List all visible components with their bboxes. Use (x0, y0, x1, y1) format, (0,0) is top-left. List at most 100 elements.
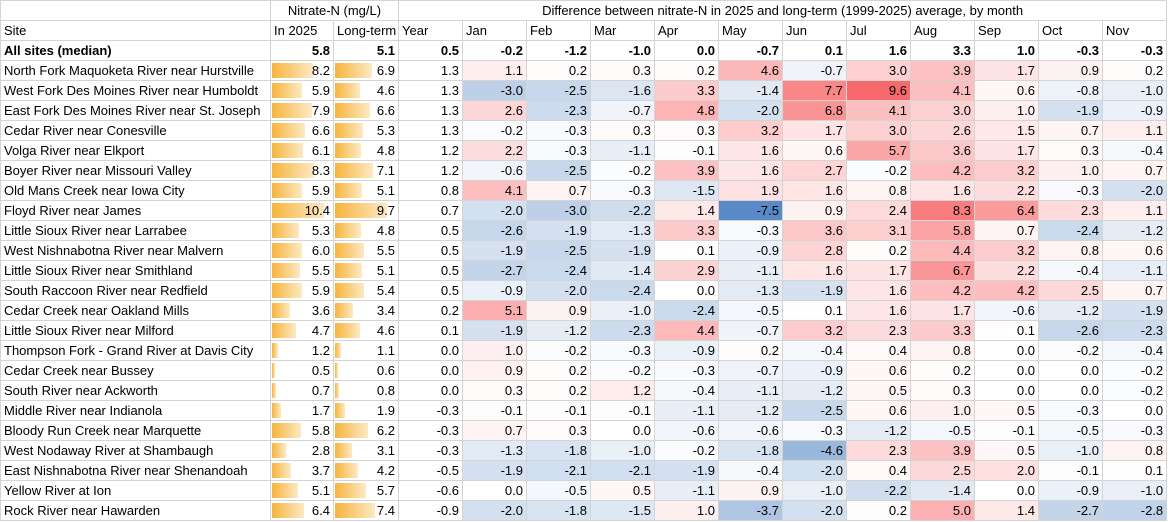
value-cell: 3.6 (782, 220, 847, 241)
cell-text: 2.7 (824, 163, 843, 178)
cell-text: -0.9 (820, 363, 843, 378)
data-bar (335, 483, 366, 498)
cell-text: 0.2 (568, 383, 587, 398)
cell-text: -1.3 (756, 283, 779, 298)
value-cell: -0.3 (654, 360, 719, 381)
value-cell: 0.2 (526, 60, 591, 81)
value-cell: -1.1 (718, 380, 783, 401)
cell-text: 7.1 (376, 163, 395, 178)
column-header: Jan (462, 20, 527, 41)
value-cell: 3.0 (910, 100, 975, 121)
value-cell: 0.0 (590, 420, 655, 441)
cell-text: 0.5 (1016, 403, 1035, 418)
cell-text: All sites (median) (4, 43, 112, 58)
cell-text: -0.6 (1012, 303, 1035, 318)
value-cell: 1.0 (1038, 160, 1103, 181)
cell-text: -0.3 (564, 123, 587, 138)
cell-text: South River near Ackworth (4, 383, 158, 398)
cell-text: East Nishnabotna River near Shenandoah (4, 463, 248, 478)
cell-text: 0.0 (696, 283, 715, 298)
value-cell: -0.5 (526, 480, 591, 501)
cell-text: -0.3 (1140, 423, 1164, 438)
value-cell: -2.5 (526, 240, 591, 261)
cell-text: 0.7 (504, 423, 523, 438)
value-cell: 3.3 (910, 40, 975, 61)
cell-text: -0.6 (500, 163, 523, 178)
cell-text: -2.0 (500, 503, 523, 518)
data-bar (272, 483, 298, 498)
cell-text: 0.3 (504, 383, 523, 398)
cell-text: 1.1 (504, 63, 523, 78)
cell-text: -2.4 (1076, 223, 1099, 238)
value-cell: 4.7 (270, 320, 334, 341)
value-cell: 0.2 (398, 300, 463, 321)
cell-text: 4.8 (376, 223, 395, 238)
value-cell: 3.6 (910, 140, 975, 161)
cell-text: -1.1 (692, 483, 715, 498)
value-cell: 1.3 (398, 60, 463, 81)
cell-text: -0.5 (1076, 423, 1099, 438)
value-cell: 3.3 (910, 320, 975, 341)
value-cell: 0.5 (398, 220, 463, 241)
value-cell: -0.4 (718, 460, 783, 481)
site-name: North Fork Maquoketa River near Hurstvil… (0, 60, 271, 81)
cell-text: Cedar River near Conesville (4, 123, 167, 138)
cell-text: Little Sioux River near Milford (4, 323, 174, 338)
value-cell: -0.6 (654, 420, 719, 441)
cell-text: -1.0 (1076, 443, 1099, 458)
cell-text: 1.1 (1145, 123, 1164, 138)
cell-text: 4.1 (952, 83, 971, 98)
value-cell: -1.1 (718, 260, 783, 281)
value-cell: -0.4 (1101, 340, 1168, 361)
cell-text: -0.3 (1076, 403, 1099, 418)
value-cell: -1.9 (590, 240, 655, 261)
cell-text: Little Sioux River near Smithland (4, 263, 193, 278)
value-cell: 0.2 (846, 500, 911, 521)
value-cell: 3.4 (333, 300, 399, 321)
value-cell: 2.3 (846, 440, 911, 461)
value-cell: -1.2 (526, 320, 591, 341)
site-row: Cedar Creek near Bussey 0.5 0.6 0.0 0.9 0.2 -0… (0, 360, 1168, 381)
cell-text: 3.3 (696, 83, 715, 98)
cell-text: -1.2 (756, 403, 779, 418)
site-row: Cedar River near Conesville 6.6 5.3 1.3 -0.2… (0, 120, 1168, 141)
cell-text: 3.6 (824, 223, 843, 238)
value-cell: -0.7 (718, 360, 783, 381)
value-cell: 1.6 (910, 180, 975, 201)
cell-text: 0.9 (504, 363, 523, 378)
cell-text: 6.4 (311, 503, 330, 518)
cell-text: 1.2 (632, 383, 651, 398)
value-cell: -1.9 (1038, 100, 1103, 121)
value-cell: -0.3 (398, 400, 463, 421)
value-cell: 1.5 (974, 120, 1039, 141)
data-bar (272, 123, 305, 138)
cell-text: 5.1 (376, 43, 395, 58)
cell-text: 1.0 (696, 503, 715, 518)
cell-text: -2.0 (1140, 183, 1164, 198)
value-cell: -2.5 (782, 400, 847, 421)
value-cell: 4.6 (333, 320, 399, 341)
value-cell: 0.8 (846, 180, 911, 201)
value-cell: -0.5 (718, 300, 783, 321)
site-name: Boyer River near Missouri Valley (0, 160, 271, 181)
cell-text: 4.1 (504, 183, 523, 198)
cell-text: Cedar Creek near Bussey (4, 363, 154, 378)
value-cell: 0.8 (1101, 440, 1168, 461)
site-name: Cedar River near Conesville (0, 120, 271, 141)
cell-text: -0.2 (628, 163, 651, 178)
value-cell: -0.7 (718, 40, 783, 61)
value-cell: 1.2 (398, 160, 463, 181)
value-cell: 4.6 (718, 60, 783, 81)
value-cell: -3.7 (718, 500, 783, 521)
cell-text: 0.0 (1016, 483, 1035, 498)
value-cell: -3.0 (462, 80, 527, 101)
value-cell: 0.2 (1101, 60, 1168, 81)
cell-text: 7.4 (376, 503, 395, 518)
cell-text: 1.6 (824, 263, 843, 278)
data-bar (272, 343, 278, 358)
cell-text: 6.7 (952, 263, 971, 278)
cell-text: 1.0 (1080, 163, 1099, 178)
cell-text: -0.3 (436, 423, 459, 438)
value-cell: -2.4 (1038, 220, 1103, 241)
data-bar (272, 463, 291, 478)
